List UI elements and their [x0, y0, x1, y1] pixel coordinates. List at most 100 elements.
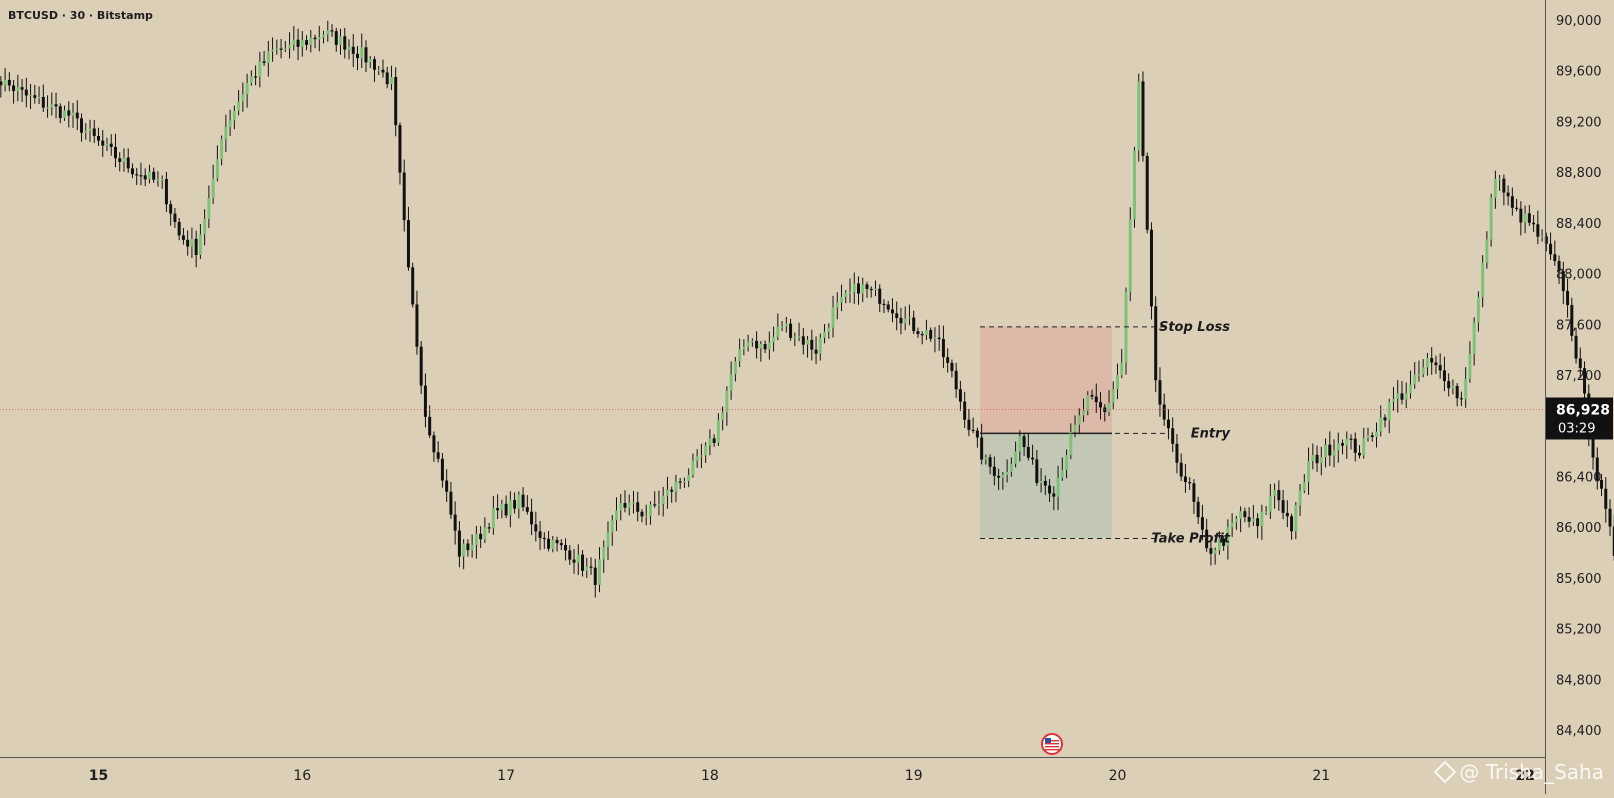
candle-body: [776, 326, 780, 337]
candle-body: [1239, 511, 1243, 519]
candle: [1217, 531, 1221, 555]
flag-stripe: [1045, 749, 1059, 751]
candle: [1502, 174, 1506, 206]
candle: [776, 313, 780, 341]
candle: [1251, 504, 1255, 527]
x-tick-label: 18: [701, 768, 719, 784]
candle: [491, 496, 495, 535]
candle: [1077, 408, 1081, 435]
y-tick-label: 86,000: [1556, 521, 1602, 536]
flag-stripe: [1045, 743, 1059, 745]
candle: [1400, 381, 1404, 405]
candle: [275, 39, 279, 55]
candle: [1205, 518, 1209, 552]
candle: [309, 30, 313, 53]
candle: [1523, 205, 1527, 234]
candle-body: [997, 475, 1001, 478]
candle-body: [1014, 451, 1018, 464]
candle-body: [920, 334, 924, 336]
candle: [810, 329, 814, 361]
candle-body: [882, 303, 886, 306]
candle-body: [1353, 438, 1357, 453]
candle-body: [1583, 368, 1587, 394]
candle: [1302, 473, 1306, 494]
candle: [1260, 504, 1264, 540]
candle-body: [105, 143, 109, 146]
candle-body: [716, 420, 720, 443]
candle-body: [80, 118, 84, 133]
candle-body: [368, 59, 372, 63]
candle-body: [360, 47, 364, 59]
candle: [203, 209, 207, 246]
candle-body: [1035, 459, 1039, 483]
candle-body: [63, 110, 67, 119]
candle-body: [343, 36, 347, 50]
candle: [41, 84, 45, 112]
candle: [772, 326, 776, 352]
candle: [266, 40, 270, 77]
candle: [797, 322, 801, 342]
candle: [173, 207, 177, 228]
candle: [1498, 174, 1502, 191]
candle-body: [71, 112, 75, 116]
candle-body: [504, 503, 508, 516]
candle-body: [1604, 488, 1608, 509]
candle-body: [457, 530, 461, 557]
candle: [1485, 231, 1489, 269]
candle-body: [1209, 548, 1213, 554]
candle-body: [895, 313, 899, 318]
candle-body: [797, 336, 801, 338]
candle: [215, 145, 219, 182]
us-flag-event-icon[interactable]: [1041, 733, 1063, 755]
candle-body: [1319, 457, 1323, 464]
candle: [1413, 362, 1417, 389]
candle-body: [946, 357, 950, 363]
candle-body: [992, 466, 996, 476]
candle: [504, 495, 508, 519]
candle: [245, 73, 249, 108]
candle-body: [224, 127, 228, 140]
candle-body: [933, 337, 937, 339]
candle: [1481, 255, 1485, 308]
candle-body: [1200, 517, 1204, 530]
candle-body: [644, 515, 648, 518]
candle-body: [704, 445, 708, 456]
candle-body: [470, 544, 474, 551]
candle: [784, 316, 788, 333]
candle: [457, 521, 461, 568]
candle-body: [220, 139, 224, 160]
candle-body: [160, 179, 164, 181]
candle-body: [118, 158, 122, 162]
candle-body: [614, 510, 618, 521]
candle: [126, 148, 130, 173]
candle-body: [1519, 208, 1523, 223]
candle: [576, 544, 580, 576]
candle: [623, 490, 627, 513]
candle: [449, 482, 453, 519]
candle: [712, 434, 716, 447]
candle: [50, 92, 54, 116]
candle: [398, 122, 402, 185]
candle-body: [317, 37, 321, 40]
candle: [746, 334, 750, 352]
candle: [254, 65, 258, 86]
candle: [466, 539, 470, 557]
candle-body: [848, 291, 852, 294]
candle: [1145, 152, 1149, 234]
candle-body: [1502, 178, 1506, 193]
candle: [869, 286, 873, 298]
candle: [1149, 222, 1153, 320]
candle: [738, 338, 742, 368]
candle-body: [1459, 398, 1463, 400]
candle-body: [742, 346, 746, 350]
candle-body: [12, 85, 16, 92]
candle: [343, 27, 347, 59]
candle: [322, 30, 326, 44]
candle-body: [262, 61, 266, 63]
candle-body: [1298, 490, 1302, 506]
candle: [1455, 383, 1459, 407]
candle-body: [793, 336, 797, 339]
candle-body: [181, 235, 185, 240]
